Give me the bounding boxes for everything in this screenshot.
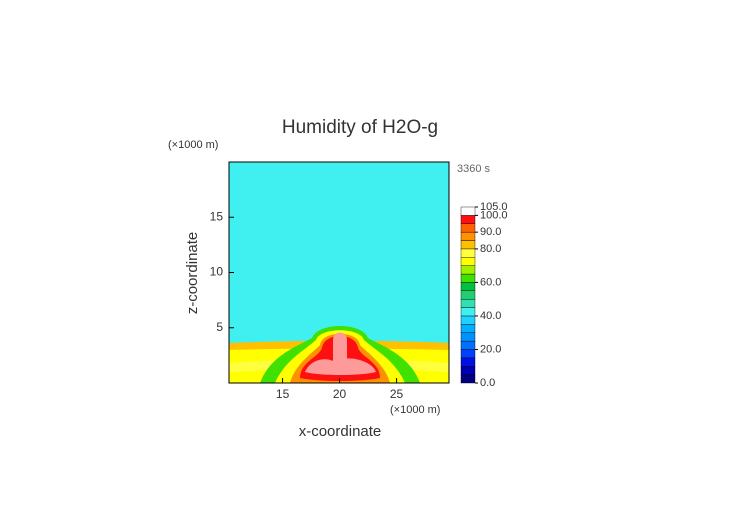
colorbar-band — [460, 231, 476, 241]
y-tick-label: 10 — [210, 265, 224, 279]
colorbar-band — [460, 215, 476, 224]
x-tick-label: 20 — [333, 387, 347, 401]
y-axis-label: z-coordinate — [184, 232, 201, 315]
colorbar-label: 90.0 — [480, 226, 501, 238]
colorbar-label: 0.0 — [480, 377, 495, 389]
colorbar-label: 20.0 — [480, 343, 501, 355]
colorbar-band — [460, 307, 476, 317]
colorbar-band — [460, 257, 476, 266]
colorbar-band — [460, 315, 476, 325]
x-tick-label: 15 — [276, 387, 290, 401]
colorbar-label: 100.0 — [480, 209, 508, 221]
colorbar-band — [460, 223, 476, 233]
contour-region — [305, 358, 376, 375]
colorbar-label: 40.0 — [480, 310, 501, 322]
colorbar-band — [460, 340, 476, 350]
colorbar-band — [460, 349, 476, 359]
colorbar-band — [460, 332, 476, 342]
colorbar-band — [460, 248, 476, 258]
colorbar-band — [460, 290, 476, 300]
colorbar-band — [460, 273, 476, 283]
y-unit: (×1000 m) — [168, 139, 218, 151]
y-tick-label: 5 — [216, 320, 223, 334]
colorbar-band — [460, 298, 476, 308]
colorbar-band — [460, 374, 476, 384]
colorbar-band — [460, 324, 476, 333]
colorbar-label: 80.0 — [480, 243, 501, 255]
field — [229, 162, 449, 383]
x-tick-label: 25 — [390, 387, 404, 401]
colorbar-band — [460, 282, 476, 292]
colorbar-band — [460, 357, 476, 367]
y-tick-label: 15 — [210, 209, 224, 223]
colorbar-band — [460, 265, 476, 275]
chart-title: Humidity of H2O-g — [282, 117, 438, 138]
x-unit: (×1000 m) — [390, 404, 440, 416]
x-axis-label: x-coordinate — [299, 423, 382, 440]
colorbar-label: 60.0 — [480, 276, 501, 288]
colorbar-band — [460, 366, 476, 375]
colorbar-band — [460, 206, 476, 216]
time-label: 3360 s — [457, 163, 491, 175]
colorbar-label: 105.0 — [480, 201, 508, 213]
colorbar-band — [460, 240, 476, 250]
